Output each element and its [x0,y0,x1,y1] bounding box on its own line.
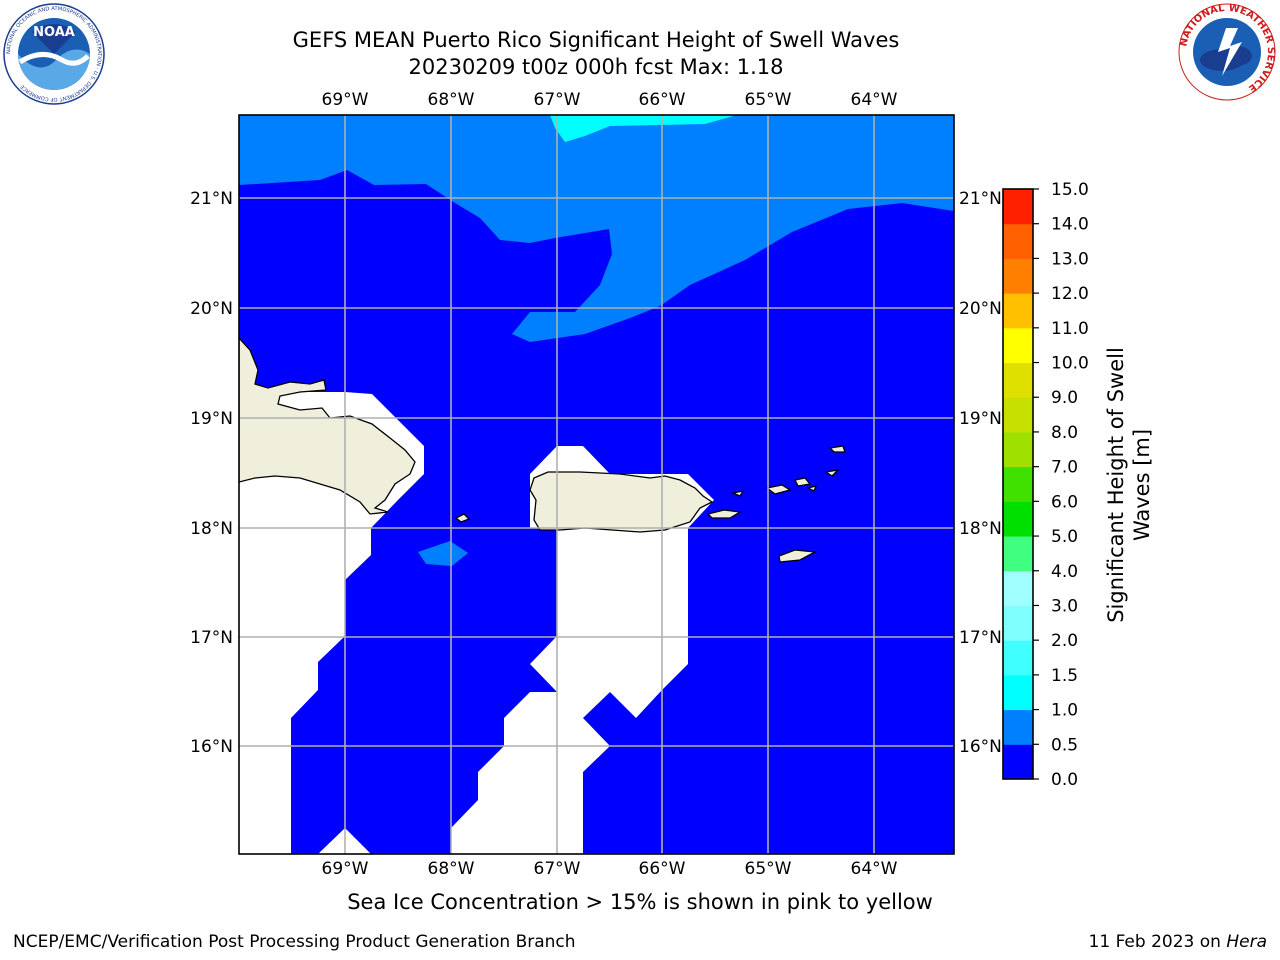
colorbar: 0.0 0.5 1.0 1.5 2.0 3.0 4.0 5.0 6.0 7.0 8.0 9.0 10.0… [1002,180,1089,790]
colorbar-swatch [1003,640,1033,676]
colorbar-swatch [1003,293,1033,329]
land-hispaniola [239,337,416,515]
lat-label-left: 18°N [190,519,233,539]
colorbar-swatch [1003,362,1033,398]
lat-label-left: 16°N [190,737,233,757]
colorbar-tick-label: 8.0 [1051,423,1078,443]
colorbar-swatch [1003,466,1033,502]
nodata-region-south-center [451,692,557,854]
footer-date: 11 Feb 2023 on Hera [1089,932,1267,952]
lat-label-left: 17°N [190,628,233,648]
noaa-logo-text: NOAA [33,25,75,40]
colorbar-swatch [1003,536,1033,572]
lat-label-right: 16°N [959,737,1002,757]
lon-label-top: 69°W [322,90,369,110]
footer-machine: Hera [1226,932,1267,952]
axis-labels: 69°W 69°W 68°W 68°W 67°W 67°W 66°W 66°W 65°W 65°W… [190,90,1002,879]
island-vieques [706,509,742,519]
lon-label-bottom: 69°W [322,859,369,879]
colorbar-tick-label: 5.0 [1051,527,1078,547]
chart-title: GEFS MEAN Puerto Rico Significant Height… [292,28,900,52]
colorbar-tick-label: 13.0 [1051,249,1089,269]
island-st-croix [778,549,818,563]
colorbar-label-line2: Waves [m] [1130,429,1154,541]
lat-label-left: 20°N [190,299,233,319]
colorbar-swatch [1003,431,1033,468]
lon-label-top: 64°W [851,90,898,110]
lon-label-top: 66°W [639,90,686,110]
island-mona [454,513,471,523]
lat-label-right: 19°N [959,409,1002,429]
island-virgin-gorda [824,469,840,477]
colorbar-swatch [1003,570,1033,606]
colorbar-swatch [1003,223,1033,259]
colorbar-swatch [1003,501,1033,537]
lon-label-bottom: 65°W [745,859,792,879]
colorbar-tick-label: 2.0 [1051,631,1078,651]
footer-credit: NCEP/EMC/Verification Post Processing Pr… [13,932,576,952]
lon-label-bottom: 67°W [534,859,581,879]
colorbar-swatch [1003,397,1033,433]
island-culebra [730,490,745,497]
lat-label-left: 19°N [190,409,233,429]
colorbar-tick-label: 7.0 [1051,458,1078,478]
colorbar-tick-label: 15.0 [1051,180,1089,200]
island-st-john [794,477,812,487]
colorbar-tick-label: 4.0 [1051,562,1078,582]
lon-label-bottom: 68°W [428,859,475,879]
noaa-logo: NOAA NATIONAL OCEANIC AND ATMOSPHERIC AD… [3,3,105,105]
colorbar-tick-label: 11.0 [1051,319,1089,339]
colorbar-tick-label: 0.5 [1051,735,1078,755]
colorbar-tick-label: 0.0 [1051,770,1078,790]
lon-label-top: 65°W [745,90,792,110]
colorbar-tick-label: 12.0 [1051,284,1089,304]
colorbar-swatch [1003,709,1033,745]
colorbar-tick-label: 9.0 [1051,388,1078,408]
colorbar-tick-label: 14.0 [1051,215,1089,235]
colorbar-tick-label: 3.0 [1051,596,1078,616]
colorbar-swatch [1003,744,1033,780]
colorbar-swatch [1003,674,1033,711]
island-anegada [828,445,846,453]
sea-ice-note: Sea Ice Concentration > 15% is shown in … [347,890,933,914]
map-frame [238,114,955,855]
nodata-region-pr [530,446,714,854]
map-area [239,115,954,854]
lat-label-right: 20°N [959,299,1002,319]
colorbar-swatch [1003,189,1033,225]
land-puerto-rico [529,471,714,533]
swell-band-1.0-1.5 [550,115,737,142]
lat-label-right: 18°N [959,519,1002,539]
lat-label-left: 21°N [190,189,233,209]
colorbar-tick-label: 6.0 [1051,492,1078,512]
lon-label-bottom: 66°W [639,859,686,879]
swell-band-0.5-1.0-patch [418,541,468,566]
chart-subtitle: 20230209 t00z 000h fcst Max: 1.18 [408,55,784,79]
lon-label-bottom: 64°W [851,859,898,879]
lat-label-right: 17°N [959,628,1002,648]
graticule [239,115,954,854]
colorbar-frame [1002,188,1034,780]
footer-date-text: 11 Feb 2023 on [1088,932,1227,952]
island-tortola [806,485,818,492]
swell-band-0.5-1.0-north [239,115,954,342]
colorbar-swatch [1003,258,1033,294]
nws-logo: NATIONAL WEATHER SERVICE [1178,3,1276,101]
colorbar-label-line1: Significant Height of Swell [1104,347,1128,623]
lon-label-top: 67°W [534,90,581,110]
lat-label-right: 21°N [959,189,1002,209]
colorbar-tick-label: 10.0 [1051,354,1089,374]
colorbar-tick-label: 1.5 [1051,666,1078,686]
lon-label-top: 68°W [428,90,475,110]
colorbar-tick-label: 1.0 [1051,701,1078,721]
colorbar-swatch [1003,605,1033,641]
colorbar-swatch [1003,327,1033,364]
island-st-thomas [765,484,792,495]
